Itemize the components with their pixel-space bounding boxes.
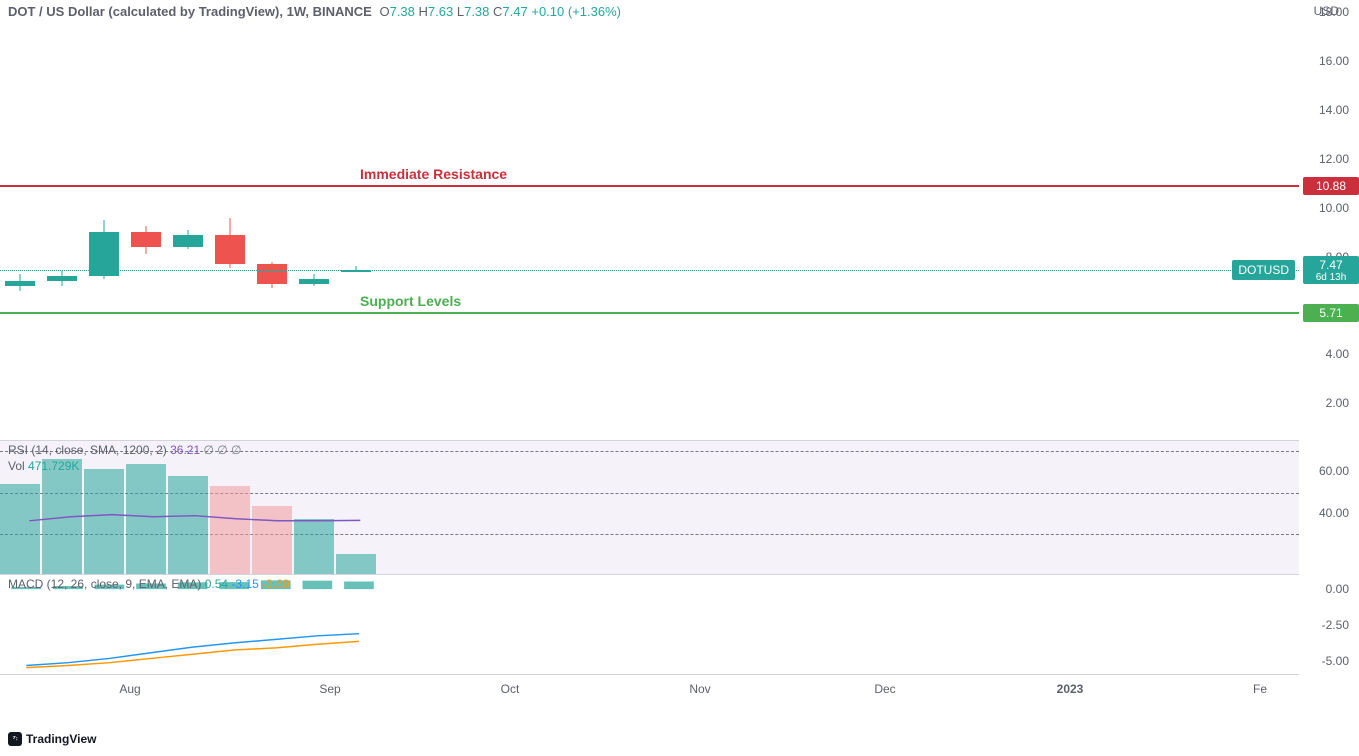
macd-line-value: -3.15: [231, 577, 258, 591]
rsi-tick: 40.00: [1319, 506, 1349, 520]
volume-bars: [0, 441, 1299, 574]
support-label[interactable]: Support Levels: [360, 293, 461, 309]
o-value: 7.38: [390, 4, 415, 19]
price-pane[interactable]: Immediate Resistance Support Levels DOTU…: [0, 0, 1299, 440]
rsi-nulls: ∅ ∅ ∅: [203, 443, 241, 457]
change-pct: (+1.36%): [568, 4, 621, 19]
symbol-badge[interactable]: DOTUSD: [1232, 260, 1295, 280]
macd-params: MACD (12, 26, close, 9, EMA, EMA): [8, 577, 201, 591]
macd-legend[interactable]: MACD (12, 26, close, 9, EMA, EMA) 0.54 -…: [8, 577, 290, 591]
symbol-title[interactable]: DOT / US Dollar (calculated by TradingVi…: [8, 4, 372, 19]
macd-tick: -2.50: [1322, 618, 1349, 632]
chart-container: DOT / US Dollar (calculated by TradingVi…: [0, 0, 1359, 756]
tradingview-logo[interactable]: ܃⁷ TradingView: [8, 732, 96, 746]
price-tick: 4.00: [1326, 347, 1349, 361]
price-tick: 10.00: [1319, 201, 1349, 215]
macd-signal-value: -3.69: [262, 577, 289, 591]
rsi-params: RSI (14, close, SMA, 1200, 2): [8, 443, 167, 457]
volume-bar: [252, 506, 292, 574]
h-label: H: [419, 4, 428, 19]
volume-bar: [42, 459, 82, 574]
rsi-pane[interactable]: RSI (14, close, SMA, 1200, 2) 36.21 ∅ ∅ …: [0, 440, 1299, 575]
ohlc-readout: O7.38 H7.63 L7.38 C7.47 +0.10 (+1.36%): [379, 4, 621, 19]
c-label: C: [493, 4, 502, 19]
macd-tick: -5.00: [1322, 654, 1349, 668]
time-tick: Sep: [319, 682, 340, 696]
price-tick: 16.00: [1319, 54, 1349, 68]
volume-bar: [210, 486, 250, 574]
price-tick: 18.00: [1319, 5, 1349, 19]
rsi-tick: 60.00: [1319, 464, 1349, 478]
macd-pane[interactable]: MACD (12, 26, close, 9, EMA, EMA) 0.54 -…: [0, 575, 1299, 675]
price-tick: 2.00: [1326, 396, 1349, 410]
volume-bar: [294, 519, 334, 574]
candlestick-series: [0, 0, 1299, 440]
support-price-tag[interactable]: 5.71: [1303, 304, 1359, 322]
o-label: O: [379, 4, 389, 19]
macd-y-axis[interactable]: 0.00 -2.50 -5.00: [1299, 575, 1359, 675]
time-tick: Fe: [1253, 682, 1267, 696]
volume-bar: [336, 554, 376, 574]
h-value: 7.63: [428, 4, 453, 19]
time-x-axis[interactable]: Aug Sep Oct Nov Dec 2023 Fe: [0, 680, 1299, 704]
branding-text: TradingView: [26, 732, 96, 746]
c-value: 7.47: [502, 4, 527, 19]
macd-hist-value: 0.54: [205, 577, 228, 591]
vol-value: 471.729K: [28, 459, 79, 473]
volume-bar: [168, 476, 208, 574]
volume-bar: [84, 469, 124, 574]
time-tick: Aug: [119, 682, 140, 696]
current-price-line: [0, 270, 1299, 271]
price-tick: 14.00: [1319, 103, 1349, 117]
volume-bar: [0, 484, 40, 574]
time-tick: Dec: [874, 682, 895, 696]
resistance-line[interactable]: [0, 185, 1299, 187]
time-tick: 2023: [1057, 682, 1084, 696]
rsi-value: 36.21: [170, 443, 200, 457]
chart-header: DOT / US Dollar (calculated by TradingVi…: [8, 4, 621, 19]
l-label: L: [457, 4, 464, 19]
current-price-tag[interactable]: 7.476d 13h: [1303, 256, 1359, 284]
l-value: 7.38: [464, 4, 489, 19]
rsi-legend[interactable]: RSI (14, close, SMA, 1200, 2) 36.21 ∅ ∅ …: [8, 443, 242, 457]
macd-tick: 0.00: [1326, 582, 1349, 596]
support-line[interactable]: [0, 312, 1299, 314]
resistance-price-tag[interactable]: 10.88: [1303, 177, 1359, 195]
price-tick: 12.00: [1319, 152, 1349, 166]
time-tick: Nov: [689, 682, 710, 696]
time-tick: Oct: [501, 682, 520, 696]
volume-legend[interactable]: Vol 471.729K: [8, 459, 79, 473]
rsi-y-axis[interactable]: 60.00 40.00: [1299, 440, 1359, 575]
price-y-axis[interactable]: 18.0016.0014.0012.0010.008.004.002.0010.…: [1299, 0, 1359, 440]
volume-bar: [126, 464, 166, 574]
tv-icon: ܃⁷: [8, 732, 22, 746]
change-value: +0.10: [531, 4, 564, 19]
resistance-label[interactable]: Immediate Resistance: [360, 166, 507, 182]
vol-label-text: Vol: [8, 459, 25, 473]
